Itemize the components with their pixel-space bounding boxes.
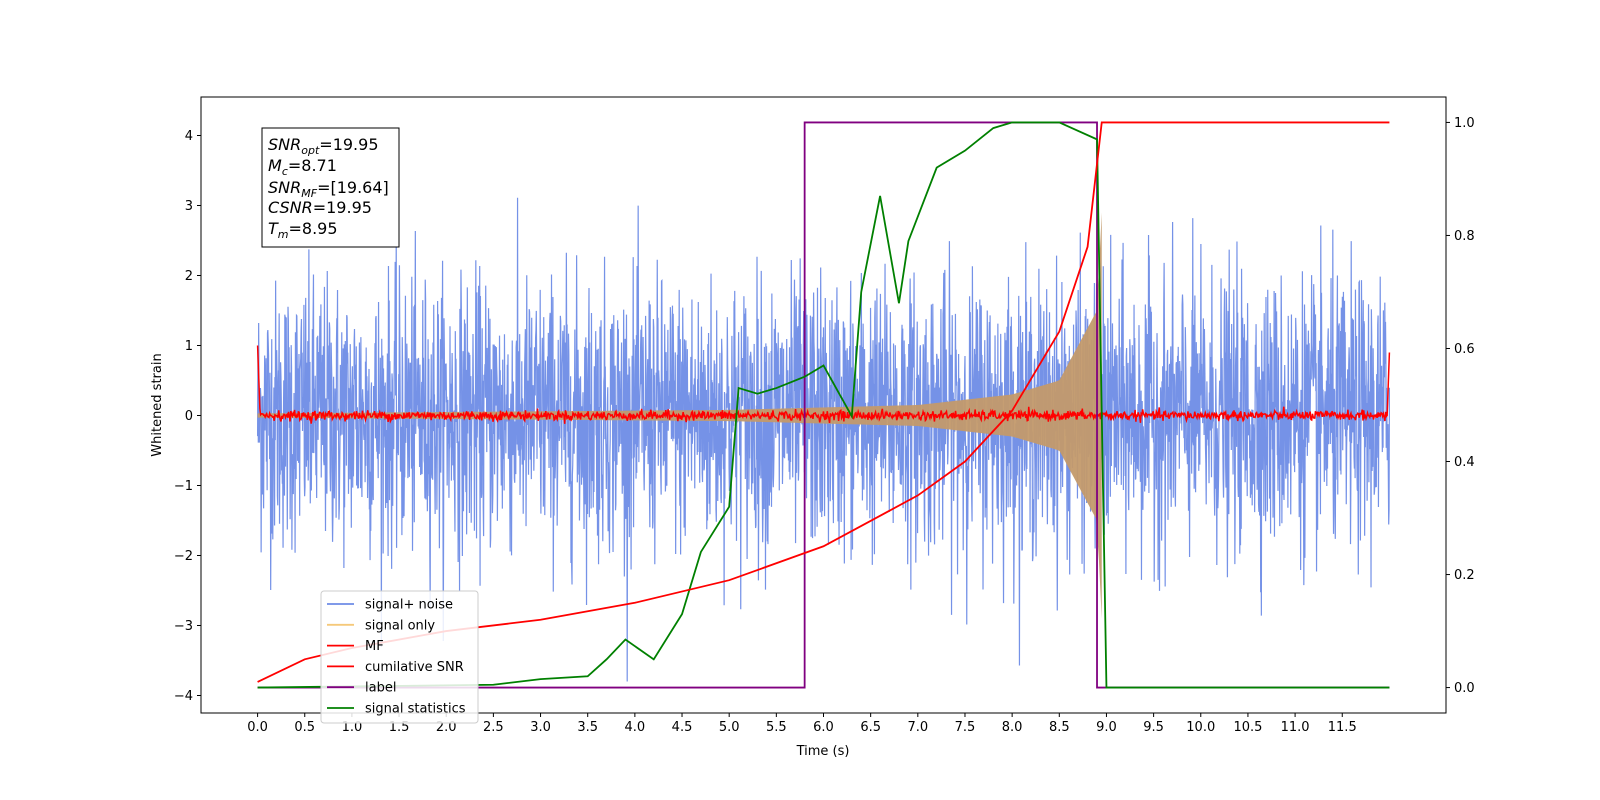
y-tick-label: −1 — [174, 479, 193, 494]
x-tick-label: 4.5 — [672, 720, 693, 735]
x-tick-label: 5.5 — [766, 720, 787, 735]
series-signal-statistics — [257, 121, 1390, 689]
y2-tick-label: 1.0 — [1454, 116, 1475, 131]
x-tick-label: 1.5 — [389, 720, 410, 735]
x-tick-label: 2.0 — [436, 720, 457, 735]
y-tick-label: −4 — [174, 689, 193, 704]
legend-label: signal only — [365, 618, 435, 633]
y2-tick-label: 0.8 — [1454, 229, 1475, 244]
snr-opt-value: =19.95 — [319, 135, 378, 154]
y-tick-label: 2 — [185, 269, 193, 284]
legend-box — [320, 590, 479, 724]
x-tick-label: 4.0 — [625, 720, 646, 735]
svg-text:CSNR=19.95: CSNR=19.95 — [268, 198, 372, 217]
x-tick-label: 7.5 — [955, 720, 976, 735]
x-tick-label: 11.0 — [1281, 720, 1310, 735]
x-tick-label: 5.0 — [719, 720, 740, 735]
mc-sub: c — [282, 165, 288, 178]
x-tick-label: 9.0 — [1096, 720, 1117, 735]
x-tick-label: 3.5 — [577, 720, 598, 735]
y2-tick-label: 0.2 — [1454, 568, 1475, 583]
series-mf — [256, 345, 1391, 424]
y-axis-label: Whitened strain — [150, 353, 165, 456]
y-tick-label: 3 — [185, 199, 193, 214]
svg-text:Mc=8.71: Mc=8.71 — [268, 156, 337, 178]
snr-mf-sub: MF — [301, 187, 317, 200]
snr-mf-value: =[19.64] — [317, 178, 389, 197]
x-tick-label: 8.5 — [1049, 720, 1070, 735]
y2-tick-label: 0.6 — [1454, 342, 1475, 357]
series-signal-noise — [256, 197, 1391, 682]
tm-symbol: T — [268, 219, 279, 238]
tm-value: =8.95 — [289, 219, 338, 238]
annotation-box: SNRopt=19.95 Mc=8.71 SNRMF=[19.64] CSNR=… — [261, 127, 400, 248]
x-tick-label: 3.0 — [530, 720, 551, 735]
y-tick-label: 1 — [185, 339, 193, 354]
legend-label: cumilative SNR — [365, 660, 464, 675]
legend-label: label — [365, 681, 396, 696]
x-tick-label: 2.5 — [483, 720, 504, 735]
x-tick-label: 0.5 — [294, 720, 315, 735]
x-tick-label: 10.0 — [1186, 720, 1215, 735]
csnr-value: =19.95 — [313, 198, 372, 217]
mc-symbol: M — [268, 156, 282, 175]
svg-text:SNRMF=[19.64]: SNRMF=[19.64] — [268, 178, 389, 200]
csnr-symbol: CSNR — [268, 198, 313, 217]
x-tick-label: 7.0 — [907, 720, 928, 735]
legend: signal+ noise signal only MF cumilative SNR… — [320, 590, 479, 724]
x-tick-label: 0.0 — [247, 720, 268, 735]
mc-value: =8.71 — [288, 156, 337, 175]
x-tick-label: 8.0 — [1002, 720, 1023, 735]
y2-tick-label: 0.4 — [1454, 455, 1475, 470]
y-tick-label: 4 — [185, 129, 193, 144]
snr-opt-sub: opt — [301, 144, 320, 157]
y-tick-label: −3 — [174, 619, 193, 634]
x-axis-label: Time (s) — [796, 744, 850, 759]
snr-opt-symbol: SNR — [268, 135, 301, 154]
x-tick-label: 9.5 — [1143, 720, 1164, 735]
legend-label: signal statistics — [365, 702, 466, 717]
svg-text:Tm=8.95: Tm=8.95 — [268, 219, 338, 241]
legend-label: signal+ noise — [365, 598, 453, 613]
x-tick-label: 11.5 — [1328, 720, 1357, 735]
y2-tick-label: 0.0 — [1454, 681, 1475, 696]
y-tick-label: 0 — [185, 409, 193, 424]
x-tick-label: 10.5 — [1233, 720, 1262, 735]
x-tick-label: 6.5 — [860, 720, 881, 735]
legend-label: MF — [365, 639, 384, 654]
tm-sub: m — [278, 228, 289, 241]
x-tick-label: 1.0 — [342, 720, 363, 735]
x-tick-label: 6.0 — [813, 720, 834, 735]
snr-mf-symbol: SNR — [268, 178, 301, 197]
svg-text:SNRopt=19.95: SNRopt=19.95 — [268, 135, 379, 157]
y-tick-label: −2 — [174, 549, 193, 564]
